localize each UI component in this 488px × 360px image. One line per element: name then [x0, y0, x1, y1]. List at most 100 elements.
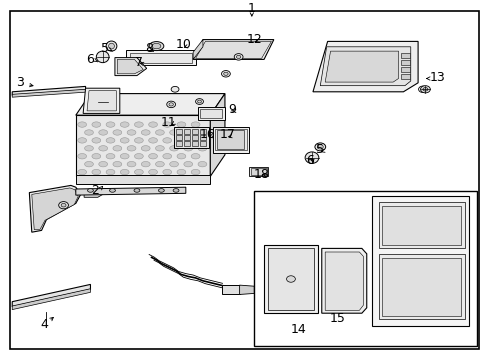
- Text: 1: 1: [247, 3, 255, 15]
- Text: 3: 3: [16, 76, 23, 89]
- Bar: [199, 129, 205, 134]
- Ellipse shape: [183, 145, 192, 151]
- Ellipse shape: [191, 169, 200, 175]
- Ellipse shape: [84, 130, 93, 135]
- Ellipse shape: [177, 153, 185, 159]
- Ellipse shape: [84, 161, 93, 167]
- Ellipse shape: [183, 130, 192, 135]
- Ellipse shape: [106, 169, 115, 175]
- Polygon shape: [76, 187, 185, 195]
- Polygon shape: [210, 94, 224, 176]
- Ellipse shape: [127, 161, 136, 167]
- Text: 7: 7: [135, 57, 143, 69]
- Ellipse shape: [183, 161, 192, 167]
- Ellipse shape: [173, 189, 179, 192]
- Ellipse shape: [120, 153, 129, 159]
- Ellipse shape: [155, 130, 164, 135]
- Polygon shape: [195, 41, 271, 58]
- Polygon shape: [239, 285, 254, 294]
- Ellipse shape: [59, 202, 68, 209]
- Ellipse shape: [148, 153, 157, 159]
- Ellipse shape: [61, 203, 66, 207]
- Ellipse shape: [106, 122, 115, 127]
- Ellipse shape: [134, 169, 143, 175]
- Polygon shape: [400, 60, 409, 65]
- Polygon shape: [264, 245, 317, 313]
- Ellipse shape: [78, 138, 86, 143]
- Ellipse shape: [155, 145, 164, 151]
- Text: 6: 6: [86, 53, 94, 66]
- Ellipse shape: [191, 153, 200, 159]
- Bar: [176, 135, 182, 140]
- Ellipse shape: [163, 138, 171, 143]
- Bar: [183, 141, 190, 146]
- Polygon shape: [76, 115, 210, 176]
- Polygon shape: [173, 127, 209, 148]
- Polygon shape: [193, 40, 273, 59]
- Polygon shape: [115, 58, 146, 76]
- Text: 16: 16: [200, 129, 215, 141]
- Ellipse shape: [234, 54, 243, 60]
- Ellipse shape: [109, 189, 115, 192]
- Polygon shape: [249, 167, 267, 176]
- Polygon shape: [321, 248, 366, 313]
- Ellipse shape: [236, 55, 240, 58]
- Text: 15: 15: [329, 312, 345, 325]
- Polygon shape: [325, 51, 398, 82]
- Bar: [191, 141, 198, 146]
- Ellipse shape: [177, 138, 185, 143]
- Ellipse shape: [169, 145, 178, 151]
- Ellipse shape: [420, 86, 429, 93]
- Polygon shape: [371, 196, 468, 326]
- Text: 10: 10: [175, 39, 191, 51]
- Ellipse shape: [106, 41, 117, 51]
- Polygon shape: [32, 188, 78, 230]
- Ellipse shape: [221, 71, 230, 77]
- Polygon shape: [12, 89, 85, 97]
- Polygon shape: [84, 191, 102, 197]
- Ellipse shape: [191, 122, 200, 127]
- Polygon shape: [87, 91, 116, 111]
- Polygon shape: [198, 107, 224, 120]
- Ellipse shape: [92, 153, 101, 159]
- Ellipse shape: [134, 138, 143, 143]
- Ellipse shape: [198, 130, 206, 135]
- Polygon shape: [12, 86, 85, 95]
- Polygon shape: [76, 94, 224, 115]
- Polygon shape: [400, 67, 409, 72]
- Ellipse shape: [305, 152, 318, 163]
- Ellipse shape: [99, 130, 107, 135]
- Polygon shape: [250, 168, 266, 175]
- Ellipse shape: [286, 276, 295, 282]
- Ellipse shape: [113, 145, 122, 151]
- Ellipse shape: [96, 51, 109, 63]
- Polygon shape: [76, 175, 210, 184]
- Polygon shape: [378, 202, 464, 248]
- Ellipse shape: [141, 161, 150, 167]
- Text: 11: 11: [161, 116, 176, 129]
- Ellipse shape: [195, 99, 203, 104]
- Polygon shape: [400, 74, 409, 79]
- Ellipse shape: [120, 169, 129, 175]
- Polygon shape: [382, 258, 460, 316]
- Ellipse shape: [113, 161, 122, 167]
- Ellipse shape: [113, 130, 122, 135]
- Polygon shape: [200, 109, 222, 118]
- Bar: [191, 129, 198, 134]
- Polygon shape: [215, 129, 246, 150]
- Ellipse shape: [169, 103, 173, 106]
- Text: 14: 14: [290, 323, 305, 336]
- Ellipse shape: [84, 145, 93, 151]
- Polygon shape: [382, 206, 460, 245]
- Ellipse shape: [141, 130, 150, 135]
- Text: 5: 5: [101, 42, 109, 55]
- Polygon shape: [126, 50, 195, 65]
- Ellipse shape: [163, 122, 171, 127]
- Ellipse shape: [166, 101, 175, 108]
- Polygon shape: [216, 130, 244, 149]
- Polygon shape: [320, 47, 410, 86]
- Ellipse shape: [120, 122, 129, 127]
- Ellipse shape: [106, 153, 115, 159]
- Polygon shape: [378, 254, 464, 319]
- Ellipse shape: [92, 169, 101, 175]
